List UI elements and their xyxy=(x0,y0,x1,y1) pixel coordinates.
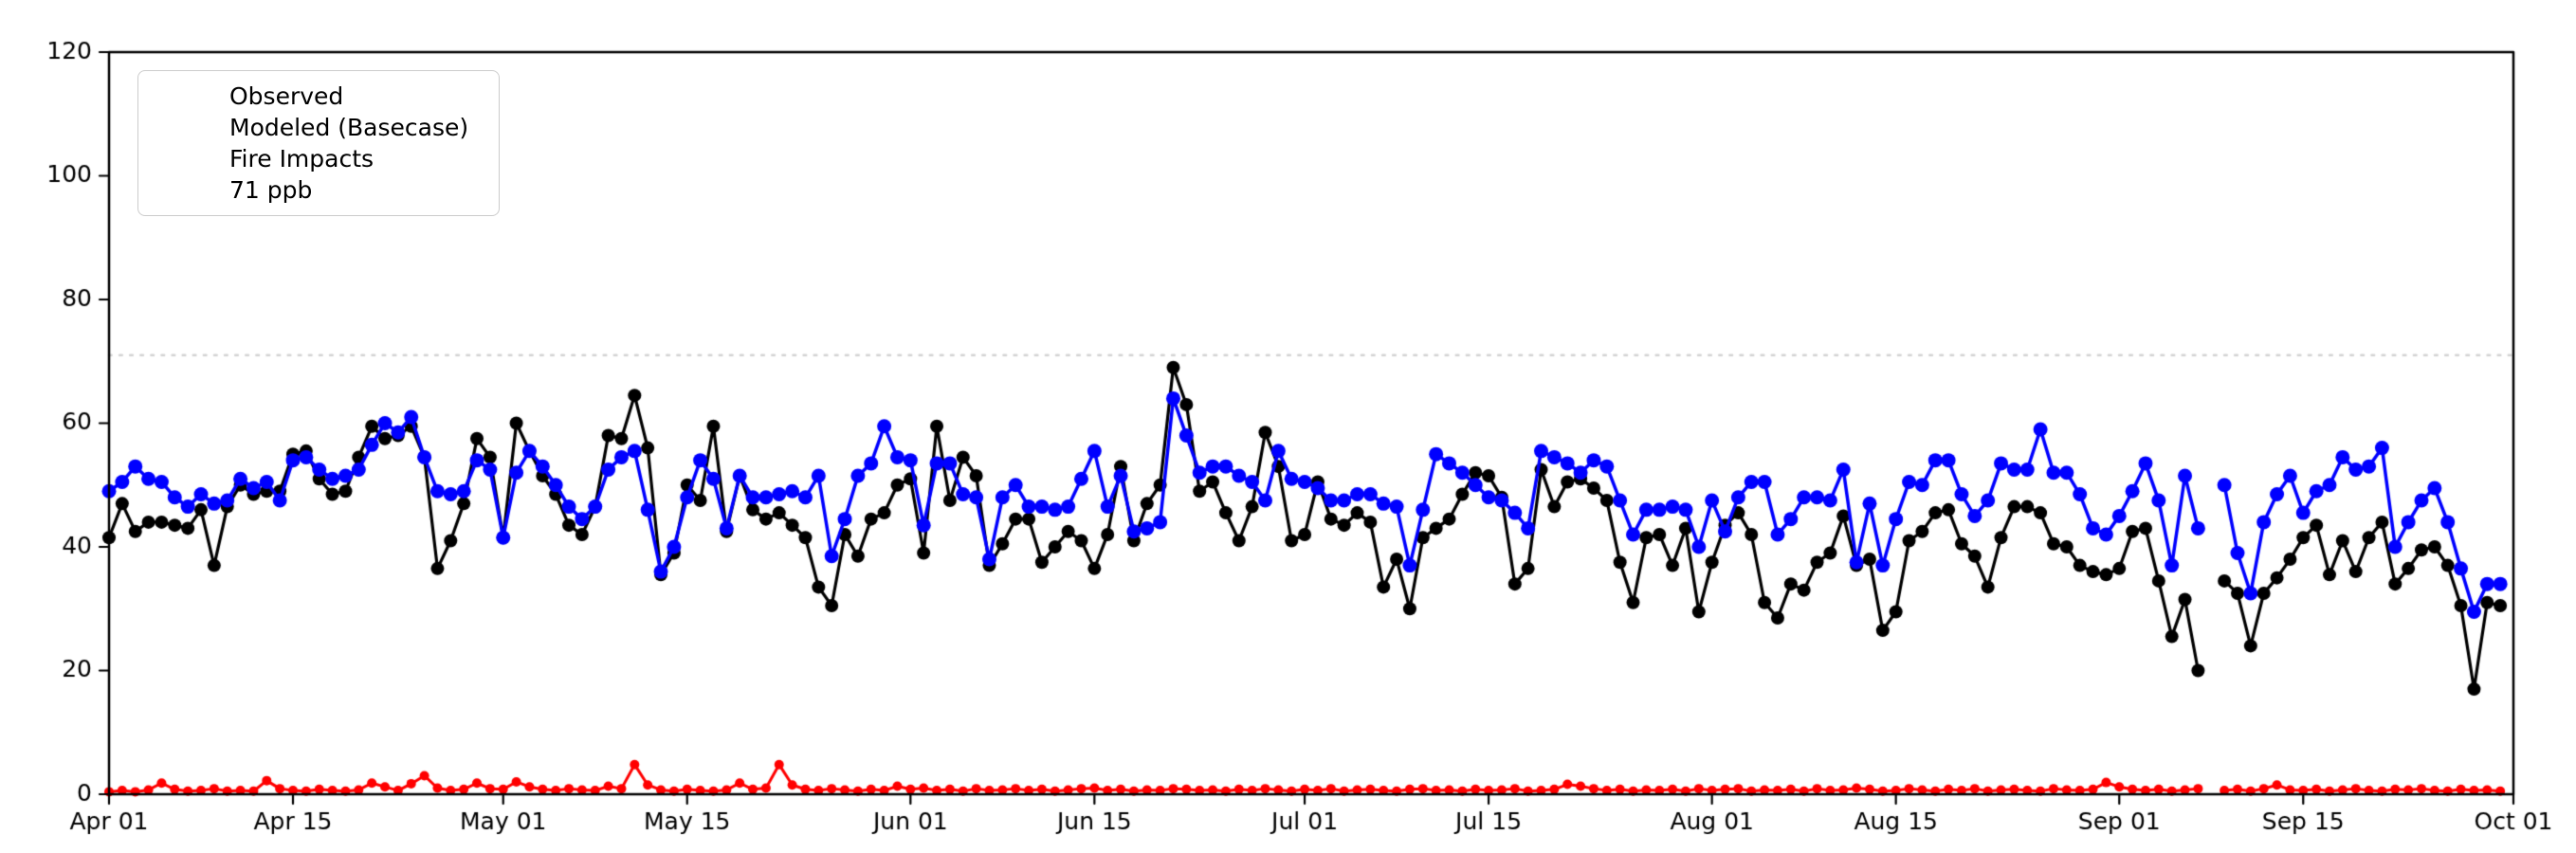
legend-label: Modeled (Basecase) xyxy=(229,114,469,141)
legend-item-fire: Fire Impacts xyxy=(150,143,485,174)
legend-label: 71 ppb xyxy=(229,176,313,204)
legend-box: Observed Modeled (Basecase) Fire Impacts… xyxy=(137,70,500,216)
legend-label: Observed xyxy=(229,82,344,110)
legend-item-modeled: Modeled (Basecase) xyxy=(150,112,485,143)
legend-item-threshold: 71 ppb xyxy=(150,174,485,206)
legend-item-observed: Observed xyxy=(150,81,485,112)
legend-label: Fire Impacts xyxy=(229,145,375,172)
